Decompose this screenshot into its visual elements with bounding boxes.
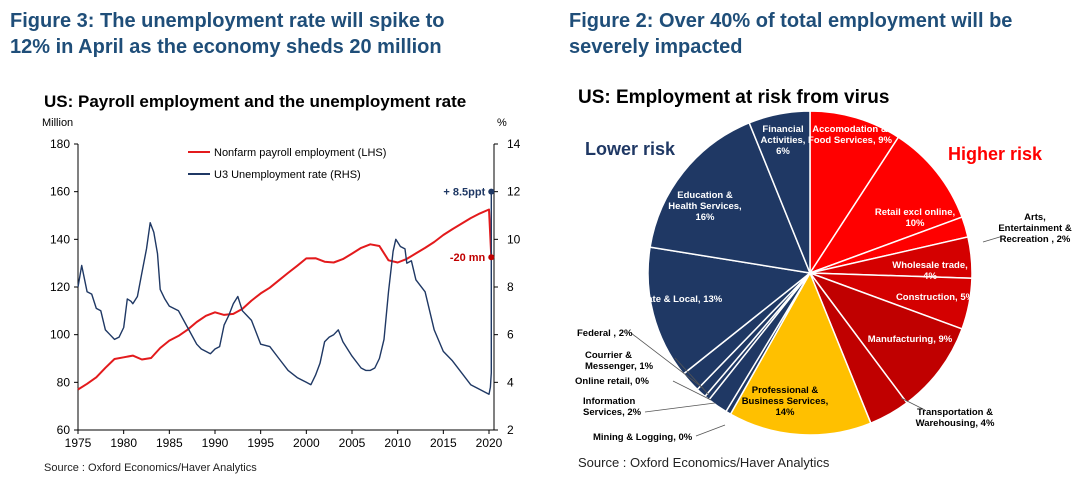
pie-slice-label: Construction, 5% bbox=[896, 292, 975, 303]
pie-slice bbox=[808, 136, 963, 275]
pie-leader-line bbox=[695, 424, 726, 437]
right-y-tick-label: 14 bbox=[507, 137, 521, 151]
right-y-tick-label: 4 bbox=[507, 375, 514, 389]
x-tick-label: 1995 bbox=[247, 436, 274, 450]
pie-slice bbox=[748, 110, 811, 274]
right-y-tick-label: 2 bbox=[507, 423, 514, 437]
pie-slice-label: State & Local, 13% bbox=[638, 294, 723, 305]
pie-chart: Accomodation & Food Services, 9% Retail ex… bbox=[575, 110, 1072, 443]
x-tick-label: 2005 bbox=[339, 436, 366, 450]
left-figure-title: Figure 3: The unemployment rate will spi… bbox=[10, 8, 445, 60]
pie-leader-line bbox=[674, 357, 710, 396]
x-tick-label: 2015 bbox=[430, 436, 457, 450]
left-y-tick-label: 160 bbox=[50, 185, 70, 199]
pie-leader-line bbox=[672, 380, 712, 401]
left-y-tick-label: 100 bbox=[50, 328, 70, 342]
left-y-tick-label: 120 bbox=[50, 280, 70, 294]
pie-slice-label: Manufacturing, 9% bbox=[868, 334, 953, 345]
right-axis-unit-label: % bbox=[497, 117, 507, 129]
pie-slice bbox=[649, 121, 812, 274]
line-chart-annotations: + 8.5ppt -20 mn bbox=[443, 187, 495, 264]
x-tick-label: 1980 bbox=[110, 436, 137, 450]
right-y-tick-label: 8 bbox=[507, 280, 514, 294]
left-y-tick-label: 140 bbox=[50, 232, 70, 246]
pie-slice-label: Online retail, 0% bbox=[575, 376, 649, 387]
pie-slices bbox=[647, 110, 973, 436]
right-y-tick-label: 10 bbox=[507, 232, 521, 246]
line-chart: Million % 60 80 100 120 140 160 180 2 4 6 8 10 12 14 197… bbox=[42, 117, 521, 450]
x-tick-label: 1990 bbox=[202, 436, 229, 450]
pie-leader-line bbox=[900, 397, 926, 411]
payroll-change-annotation: -20 mn bbox=[450, 252, 486, 264]
payroll-series-line bbox=[77, 208, 493, 391]
pie-slice-label: Transportation & Warehousing, 4% bbox=[916, 407, 995, 429]
x-tick-label: 1975 bbox=[65, 436, 92, 450]
pie-slice-label: Arts, Entertainment & Recreation , 2% bbox=[998, 212, 1072, 245]
pie-slice-label: Federal , 2% bbox=[577, 328, 633, 339]
pie-leader-line bbox=[982, 235, 1004, 243]
pie-leader-line bbox=[644, 402, 716, 413]
line-chart-series bbox=[77, 191, 493, 395]
pie-slice-label: Education & Health Services, 16% bbox=[668, 190, 741, 223]
pie-labels: Accomodation & Food Services, 9% Retail ex… bbox=[575, 124, 1072, 443]
right-y-tick-label: 12 bbox=[507, 185, 521, 199]
right-source: Source : Oxford Economics/Haver Analytic… bbox=[578, 455, 830, 470]
unemployment-end-dot bbox=[488, 188, 495, 195]
line-chart-axes bbox=[77, 144, 495, 431]
pie-slice bbox=[647, 246, 812, 376]
x-tick-label: 2020 bbox=[476, 436, 503, 450]
x-tick-label: 2000 bbox=[293, 436, 320, 450]
left-source: Source : Oxford Economics/Haver Analytic… bbox=[44, 462, 257, 474]
unemployment-change-annotation: + 8.5ppt bbox=[443, 187, 485, 199]
higher-risk-label: Higher risk bbox=[948, 144, 1043, 164]
pie-leader-line bbox=[630, 332, 704, 389]
lower-risk-label: Lower risk bbox=[585, 139, 676, 159]
right-figure-title-line-2: severely impacted bbox=[569, 36, 743, 58]
line-chart-ticks: Million % 60 80 100 120 140 160 180 2 4 6 8 10 12 14 197… bbox=[42, 117, 521, 450]
legend-label: Nonfarm payroll employment (LHS) bbox=[214, 147, 386, 159]
line-chart-legend: Nonfarm payroll employment (LHS) U3 Unemp… bbox=[188, 147, 386, 181]
pie-slice-label: Wholesale trade, 4% bbox=[892, 260, 968, 282]
right-y-tick-label: 6 bbox=[507, 328, 514, 342]
pie-slice-label: Financial Activities, 6% bbox=[761, 124, 806, 157]
pie-slice-label: Accomodation & Food Services, 9% bbox=[808, 124, 893, 146]
pie-slice-label: Information Services, 2% bbox=[583, 396, 642, 418]
left-axis-unit-label: Million bbox=[42, 117, 73, 129]
left-y-tick-label: 180 bbox=[50, 137, 70, 151]
left-chart-title: US: Payroll employment and the unemploym… bbox=[44, 92, 467, 111]
payroll-end-dot bbox=[488, 254, 495, 261]
left-y-tick-label: 80 bbox=[57, 375, 71, 389]
x-tick-label: 1985 bbox=[156, 436, 183, 450]
pie-group-labels: Lower risk Higher risk bbox=[585, 139, 1043, 164]
unemployment-series-line bbox=[77, 191, 492, 395]
pie-slice bbox=[729, 271, 872, 436]
right-figure-title: Figure 2: Over 40% of total employment w… bbox=[569, 8, 1012, 60]
legend-label: U3 Unemployment rate (RHS) bbox=[214, 169, 361, 181]
x-tick-label: 2010 bbox=[384, 436, 411, 450]
left-figure-title-line-1: Figure 3: The unemployment rate will spi… bbox=[10, 10, 445, 32]
right-figure-title-line-1: Figure 2: Over 40% of total employment w… bbox=[569, 10, 1013, 32]
pie-slice bbox=[809, 110, 900, 276]
pie-slice-label: Mining & Logging, 0% bbox=[593, 432, 693, 443]
left-figure-title-line-2: 12% in April as the economy sheds 20 mil… bbox=[10, 36, 442, 58]
right-chart-title: US: Employment at risk from virus bbox=[578, 87, 890, 108]
pie-slice-label: Retail excl online, 10% bbox=[875, 207, 955, 229]
pie-slice-label: Courrier & Messenger, 1% bbox=[585, 350, 654, 372]
pie-slice-label: Professional & Business Services, 14% bbox=[742, 385, 829, 418]
left-y-tick-label: 60 bbox=[57, 423, 71, 437]
